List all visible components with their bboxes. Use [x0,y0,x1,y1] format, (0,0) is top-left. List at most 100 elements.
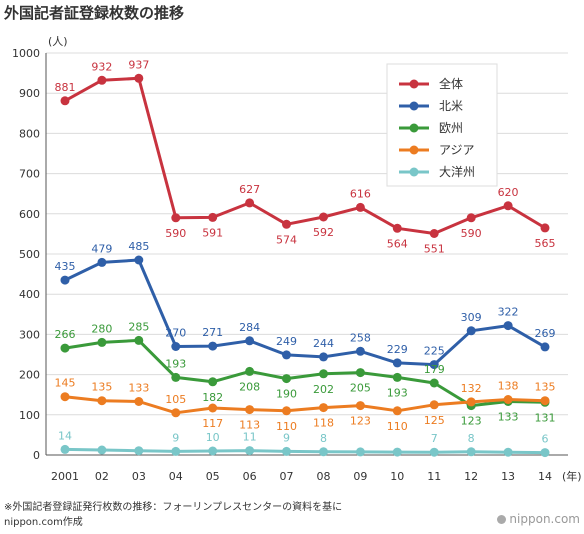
data-point [355,202,365,212]
data-point [429,400,439,410]
data-label: 202 [313,383,334,396]
data-point [134,397,144,406]
data-point [134,446,144,456]
data-point [503,201,513,211]
data-label: 485 [128,240,149,253]
y-tick-label: 400 [19,288,40,301]
data-label: 6 [542,433,549,446]
x-tick-label: 09 [353,470,367,483]
data-point [319,212,328,222]
y-tick-label: 1000 [12,47,40,60]
data-label: 592 [313,226,334,239]
data-point [208,403,218,413]
data-label: 113 [239,419,260,432]
data-label: 280 [91,322,112,335]
data-label: 285 [128,320,149,333]
data-label: 105 [165,393,186,406]
data-point [134,255,144,265]
data-point [97,445,107,455]
x-tick-label: 11 [427,470,441,483]
data-label: 133 [128,382,149,395]
data-label: 190 [276,388,297,401]
x-tick-label: 05 [206,470,220,483]
data-point [282,446,291,456]
data-label: 590 [461,227,482,240]
data-label: 9 [283,431,290,444]
data-label: 110 [276,420,297,433]
x-tick-label: 2001 [51,470,79,483]
data-label: 616 [350,187,371,200]
data-point [97,396,107,406]
data-point [208,377,218,387]
data-label: 9 [172,431,179,444]
data-point [466,326,476,336]
data-label: 205 [350,382,371,395]
footnote-line-2: nippon.com作成 [4,517,83,528]
data-label: 309 [461,311,482,324]
data-point [171,213,181,223]
data-label: 590 [165,227,186,240]
data-point [208,212,218,222]
data-label: 627 [239,183,260,196]
data-point [171,372,181,382]
axes: 0 100 200 300 400 500 600 700 800 900 1000 (人) 2001 0… [12,35,582,483]
data-label: 258 [350,331,371,344]
data-label: 551 [424,242,445,255]
data-point [392,223,402,233]
data-point [355,368,365,378]
y-tick-label: 300 [19,328,40,341]
data-label: 135 [91,381,112,394]
data-point [429,447,439,457]
data-label: 7 [431,432,438,445]
legend-label: 欧州 [439,121,463,135]
data-label: 193 [165,357,186,370]
data-label: 11 [243,431,257,444]
data-point [134,73,144,83]
data-point [503,447,513,457]
y-tick-label: 900 [19,87,40,100]
legend-marker [409,101,419,111]
data-point [208,446,218,456]
data-label: 123 [350,415,371,428]
data-label: 123 [461,415,482,428]
data-point [429,360,439,370]
data-label: 179 [424,363,445,376]
data-label: 118 [313,417,334,430]
data-point [466,447,476,457]
data-point [97,75,107,85]
data-label: 125 [424,414,445,427]
data-label: 208 [239,380,260,393]
data-point [392,358,402,368]
y-tick-label: 0 [33,449,40,462]
data-label: 479 [91,242,112,255]
data-point [208,341,218,351]
data-point [319,403,328,413]
data-point [319,352,328,362]
data-label: 270 [165,326,186,339]
data-label: 932 [91,60,112,73]
data-point [503,395,513,404]
x-tick-label: 04 [169,470,183,483]
x-tick-label: 08 [316,470,330,483]
data-point [429,229,439,238]
footnote: ※外国記者登録証発行枚数の推移：フォーリンプレスセンターの資料を基に nippo… [4,500,342,530]
data-label: 266 [55,328,76,341]
series-line [64,447,546,455]
data-label: 435 [55,260,76,273]
data-point [392,406,402,416]
data-point [540,448,550,458]
data-point [245,198,255,208]
y-tick-label: 500 [19,248,40,261]
data-point [97,337,107,347]
legend-marker [409,145,419,155]
data-point [319,447,328,457]
data-point [466,213,476,223]
data-point [282,406,291,416]
data-point [245,405,255,415]
footnote-line-1: ※外国記者登録証発行枚数の推移：フォーリンプレスセンターの資料を基に [4,502,343,513]
data-point [392,372,402,382]
data-label: 132 [461,382,482,395]
